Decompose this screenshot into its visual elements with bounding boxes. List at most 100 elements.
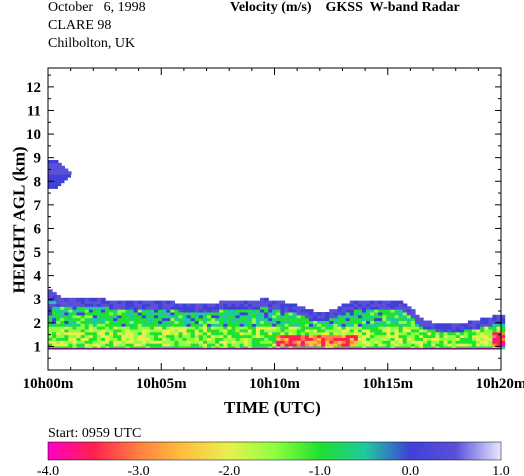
heatmap-cell xyxy=(72,312,78,316)
heatmap-cell xyxy=(235,331,241,336)
heatmap-cell xyxy=(386,309,392,313)
heatmap-cell xyxy=(443,334,449,338)
heatmap-cell xyxy=(137,314,143,319)
heatmap-cell xyxy=(60,345,65,350)
heatmap-cell xyxy=(341,340,347,344)
heatmap-cell xyxy=(125,309,131,313)
heatmap-cell xyxy=(239,309,245,313)
heatmap-cell xyxy=(80,303,86,307)
heatmap-cell xyxy=(182,343,188,347)
heatmap-cell xyxy=(56,300,61,304)
heatmap-cell xyxy=(476,323,481,327)
heatmap-cell xyxy=(149,337,155,341)
heatmap-cell xyxy=(260,326,265,330)
heatmap-cell xyxy=(431,328,436,333)
heatmap-cell xyxy=(406,312,412,316)
heatmap-cell xyxy=(467,345,473,350)
heatmap-cell xyxy=(268,312,273,316)
heatmap-cell xyxy=(72,297,78,302)
heatmap-cell xyxy=(117,328,122,333)
heatmap-cell xyxy=(357,306,363,310)
heatmap-cell xyxy=(239,312,245,316)
heatmap-cell xyxy=(113,328,118,333)
heatmap-cell xyxy=(231,343,237,347)
heatmap-cell xyxy=(105,314,110,319)
heatmap-cell xyxy=(48,303,53,307)
heatmap-cell xyxy=(345,309,351,313)
heatmap-cell xyxy=(64,345,69,350)
heatmap-cell xyxy=(84,326,90,330)
heatmap-cell xyxy=(235,345,241,350)
heatmap-cell xyxy=(463,337,469,341)
heatmap-cell xyxy=(260,331,265,336)
heatmap-cell xyxy=(231,309,237,313)
heatmap-cell xyxy=(296,343,302,347)
heatmap-cell xyxy=(370,309,375,313)
heatmap-cell xyxy=(280,306,286,310)
heatmap-cell xyxy=(247,309,253,313)
heatmap-cell xyxy=(154,314,159,319)
heatmap-cell xyxy=(463,328,469,333)
heatmap-cell xyxy=(48,323,53,327)
heatmap-cell xyxy=(109,300,114,304)
heatmap-cell xyxy=(264,303,269,307)
heatmap-cell xyxy=(313,320,318,324)
heatmap-cell xyxy=(215,337,220,341)
heatmap-cell xyxy=(84,334,90,338)
upper-cloud-cell xyxy=(48,179,65,184)
heatmap-cell xyxy=(178,312,184,316)
heatmap-cell xyxy=(149,328,155,333)
heatmap-cell xyxy=(317,312,322,316)
heatmap-cell xyxy=(211,306,216,310)
heatmap-cell xyxy=(105,306,110,310)
heatmap-cell xyxy=(166,320,171,324)
heatmap-cell xyxy=(145,331,151,336)
heatmap-cell xyxy=(386,300,392,304)
heatmap-cell xyxy=(459,328,465,333)
heatmap-cell xyxy=(280,340,286,344)
heatmap-cell xyxy=(292,303,298,307)
heatmap-cell xyxy=(141,345,147,350)
heatmap-cell xyxy=(219,340,224,344)
heatmap-cell xyxy=(451,331,457,336)
heatmap-cell xyxy=(255,300,261,304)
heatmap-cell xyxy=(390,345,396,350)
heatmap-cell xyxy=(56,343,61,347)
heatmap-cell xyxy=(52,340,57,344)
heatmap-cell xyxy=(174,345,180,350)
heatmap-cell xyxy=(109,312,114,316)
heatmap-cell xyxy=(186,314,192,319)
heatmap-cell xyxy=(158,320,163,324)
heatmap-cell xyxy=(92,303,98,307)
heatmap-cell xyxy=(133,314,139,319)
heatmap-cell xyxy=(243,317,249,321)
heatmap-cell xyxy=(398,343,404,347)
heatmap-cell xyxy=(52,312,57,316)
heatmap-cell xyxy=(398,345,404,350)
heatmap-cell xyxy=(402,314,408,319)
heatmap-cell xyxy=(158,303,163,307)
heatmap-cell xyxy=(394,343,400,347)
heatmap-cell xyxy=(386,343,392,347)
heatmap-cell xyxy=(410,309,416,313)
heatmap-cell xyxy=(202,303,208,307)
heatmap-cell xyxy=(370,320,375,324)
heatmap-cell xyxy=(284,314,290,319)
heatmap-cell xyxy=(463,340,469,344)
heatmap-cell xyxy=(231,312,237,316)
heatmap-cell xyxy=(402,309,408,313)
heatmap-cell xyxy=(410,331,416,336)
heatmap-cell xyxy=(484,337,489,341)
heatmap-cell xyxy=(284,317,290,321)
heatmap-cell xyxy=(313,340,318,344)
heatmap-cell xyxy=(48,300,53,304)
heatmap-cell xyxy=(239,337,245,341)
heatmap-cell xyxy=(133,323,139,327)
heatmap-cell xyxy=(345,326,351,330)
heatmap-cell xyxy=(333,334,339,338)
heatmap-cell xyxy=(80,312,86,316)
heatmap-cell xyxy=(317,326,322,330)
heatmap-cell xyxy=(443,343,449,347)
heatmap-cell xyxy=(386,323,392,327)
heatmap-cell xyxy=(247,334,253,338)
